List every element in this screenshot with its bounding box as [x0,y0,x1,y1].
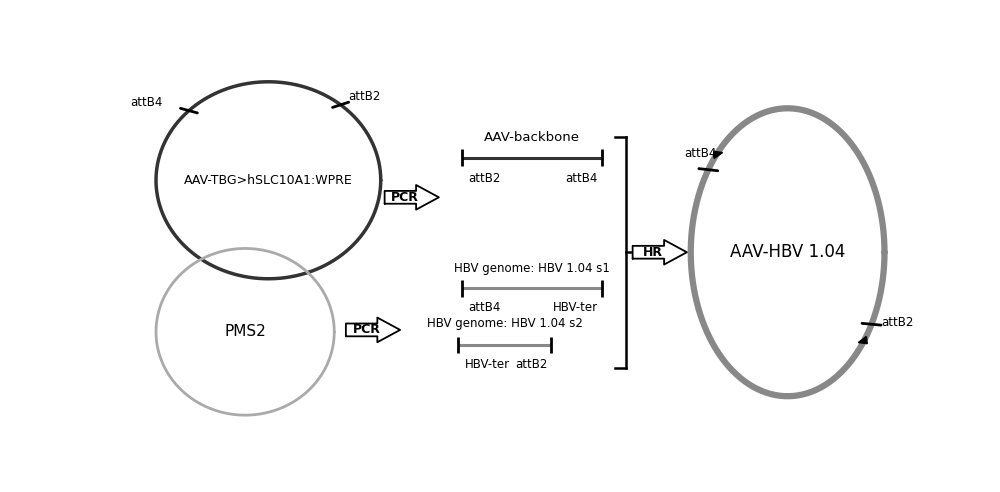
Text: attB2: attB2 [881,316,913,329]
Polygon shape [385,185,439,210]
Text: attB2: attB2 [468,172,501,185]
Text: AAV-TBG>hSLC10A1:WPRE: AAV-TBG>hSLC10A1:WPRE [184,174,353,187]
Polygon shape [633,240,687,265]
Text: PMS2: PMS2 [224,324,266,339]
Text: HBV genome: HBV 1.04 s1: HBV genome: HBV 1.04 s1 [454,262,610,275]
Text: HBV genome: HBV 1.04 s2: HBV genome: HBV 1.04 s2 [427,317,583,330]
Text: AAV-HBV 1.04: AAV-HBV 1.04 [730,243,845,261]
Text: attB4: attB4 [130,96,162,109]
Text: attB4: attB4 [468,302,501,314]
Text: HBV-ter: HBV-ter [464,358,510,371]
Text: attB2: attB2 [348,90,381,103]
Text: PCR: PCR [391,191,419,204]
Polygon shape [714,151,723,158]
Text: HBV-ter: HBV-ter [553,302,598,314]
Polygon shape [346,318,400,342]
Text: attB2: attB2 [515,358,547,371]
Text: PCR: PCR [353,323,380,337]
Text: HR: HR [643,246,663,259]
Text: AAV-backbone: AAV-backbone [484,131,580,144]
Polygon shape [858,337,867,343]
Text: attB4: attB4 [565,172,598,185]
Text: attB4: attB4 [684,147,717,160]
